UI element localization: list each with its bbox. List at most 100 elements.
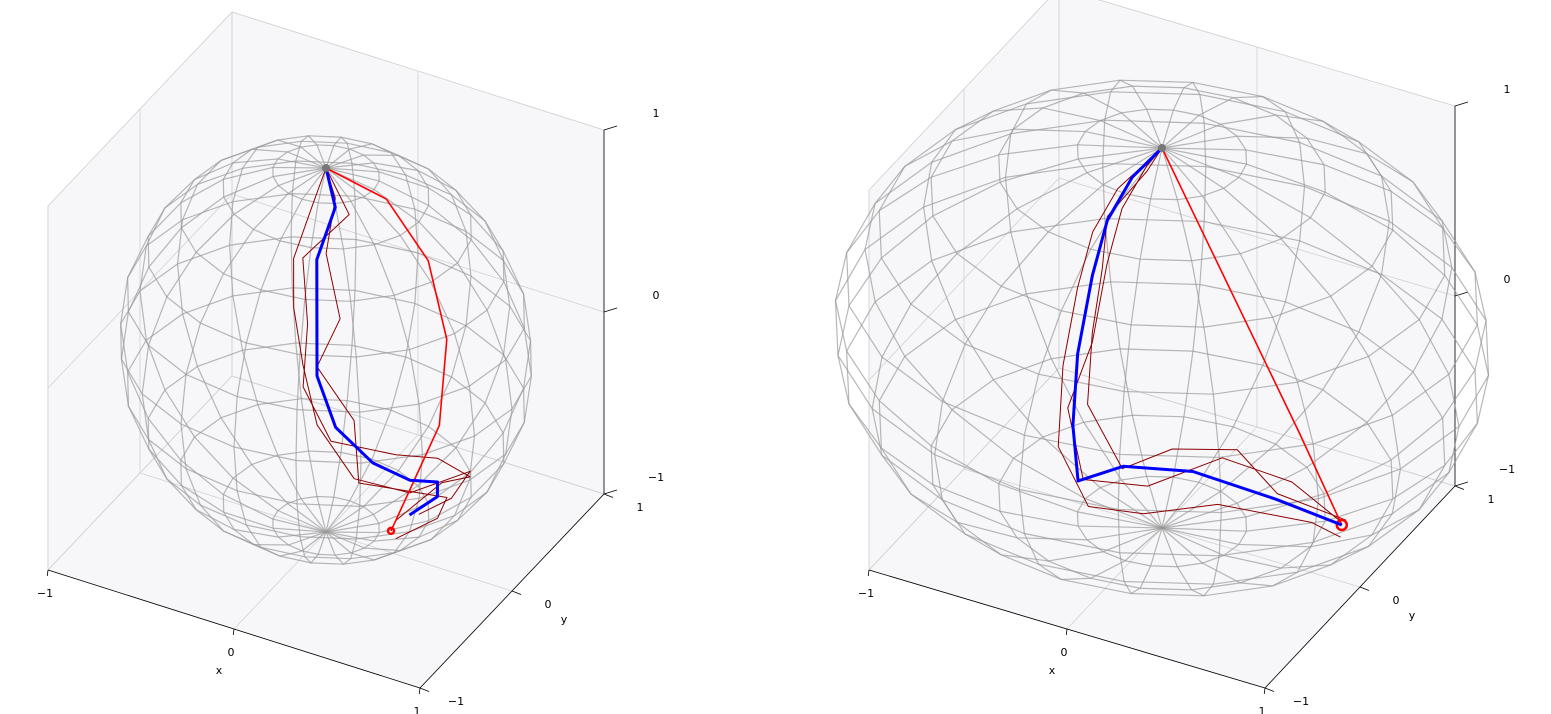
trajectory bbox=[302, 167, 471, 521]
wireframe bbox=[120, 134, 532, 566]
y-tick-label: 0 bbox=[545, 598, 552, 611]
axes-3d: −1 0 1 −1 0 1 −1 0 1 x y bbox=[37, 10, 664, 714]
trajectory bbox=[1161, 147, 1343, 526]
wire-meridian bbox=[1018, 147, 1163, 581]
z-tick-label: −1 bbox=[648, 471, 664, 484]
grid-line bbox=[868, 0, 1456, 191]
wire-meridian bbox=[1161, 147, 1402, 569]
x-tick bbox=[1065, 628, 1068, 636]
wire-meridian bbox=[180, 167, 327, 546]
pole bbox=[322, 164, 330, 172]
wire-meridian bbox=[228, 139, 327, 533]
wire-meridian bbox=[934, 147, 1163, 562]
z-tick-label: 1 bbox=[1504, 83, 1511, 96]
trajectory bbox=[1071, 146, 1343, 527]
trajectory bbox=[1067, 147, 1342, 523]
z-tick bbox=[1454, 291, 1469, 297]
y-tick bbox=[419, 687, 430, 692]
wire-meridian bbox=[834, 144, 1163, 529]
z-tick bbox=[1454, 101, 1469, 107]
wire-meridian bbox=[120, 167, 327, 533]
y-tick bbox=[603, 493, 614, 498]
wire-meridian bbox=[233, 167, 327, 557]
x-tick bbox=[46, 569, 49, 577]
grid-line bbox=[47, 11, 605, 207]
wire-meridian bbox=[325, 162, 511, 533]
z-tick-label: −1 bbox=[1499, 463, 1515, 476]
y-axis-label: y bbox=[1409, 609, 1416, 622]
grid-line bbox=[868, 177, 1456, 381]
wireframe bbox=[834, 79, 1490, 597]
wire-meridian bbox=[120, 166, 327, 533]
wire-meridian bbox=[1161, 147, 1490, 532]
wire-meridian bbox=[325, 167, 532, 534]
z-tick bbox=[603, 307, 618, 313]
wire-meridian bbox=[141, 167, 327, 538]
z-tick bbox=[603, 125, 618, 131]
wire-meridian bbox=[139, 158, 327, 533]
y-tick-label: 0 bbox=[1393, 594, 1400, 607]
x-tick-label: 0 bbox=[228, 646, 235, 659]
wire-meridian bbox=[295, 167, 327, 564]
x-axis-label: x bbox=[1049, 664, 1056, 677]
grid-line bbox=[47, 375, 605, 571]
trajectory bbox=[293, 167, 471, 515]
wire-meridian bbox=[1004, 89, 1163, 529]
wire-meridian bbox=[176, 148, 327, 533]
y-tick-label: 1 bbox=[1488, 493, 1495, 506]
y-tick bbox=[1264, 687, 1275, 692]
wire-meridian bbox=[1102, 79, 1163, 529]
trajectory bbox=[1087, 147, 1347, 521]
x-tick bbox=[867, 569, 870, 577]
z-tick-label: 1 bbox=[653, 107, 660, 120]
y-tick bbox=[1454, 485, 1465, 490]
axes-3d: −1 0 1 −1 0 1 −1 0 1 x y bbox=[834, 0, 1515, 714]
trajectory bbox=[325, 167, 448, 532]
x-tick-label: 0 bbox=[1061, 646, 1068, 659]
trajectory bbox=[316, 167, 448, 540]
wire-meridian bbox=[1161, 81, 1207, 529]
y-tick-label: −1 bbox=[448, 695, 464, 708]
wire-meridian bbox=[871, 147, 1163, 541]
wire-meridian bbox=[864, 128, 1163, 529]
wire-meridian bbox=[1161, 114, 1390, 529]
x-tick bbox=[418, 687, 421, 695]
y-tick-label: 1 bbox=[637, 501, 644, 514]
wire-meridian bbox=[325, 154, 472, 533]
y-tick bbox=[1359, 586, 1370, 591]
wire-meridian bbox=[1161, 95, 1306, 529]
x-tick bbox=[232, 628, 235, 636]
wire-meridian bbox=[922, 107, 1163, 529]
z-tick bbox=[1454, 481, 1469, 487]
wire-meridian bbox=[1161, 147, 1487, 529]
x-tick-label: 1 bbox=[414, 705, 421, 714]
wire-meridian bbox=[837, 147, 1163, 529]
z-tick-label: 0 bbox=[653, 289, 660, 302]
wire-meridian bbox=[1161, 147, 1222, 597]
z-tick bbox=[603, 489, 618, 495]
wire-meridian bbox=[1117, 147, 1163, 595]
wire-meridian bbox=[325, 143, 419, 533]
trajectory bbox=[315, 167, 439, 517]
wire-meridian bbox=[325, 167, 476, 552]
end-marker bbox=[1335, 518, 1349, 532]
wire-meridian bbox=[1161, 135, 1453, 529]
x-tick-label: 1 bbox=[1259, 705, 1266, 714]
x-tick bbox=[1263, 687, 1266, 695]
grid-line bbox=[868, 367, 1456, 571]
y-axis-label: y bbox=[561, 613, 568, 626]
x-tick-label: −1 bbox=[858, 587, 874, 600]
x-tick-label: −1 bbox=[37, 587, 53, 600]
wire-meridian bbox=[290, 134, 327, 533]
end-marker bbox=[386, 526, 396, 536]
x-axis-label: x bbox=[216, 664, 223, 677]
y-tick bbox=[511, 590, 522, 595]
pole bbox=[1158, 144, 1166, 152]
wire-meridian bbox=[325, 167, 362, 566]
trajectory bbox=[1057, 147, 1341, 538]
wire-meridian bbox=[325, 167, 513, 542]
wire-meridian bbox=[1161, 147, 1320, 587]
z-tick-label: 0 bbox=[1504, 273, 1511, 286]
y-tick-label: −1 bbox=[1293, 695, 1309, 708]
